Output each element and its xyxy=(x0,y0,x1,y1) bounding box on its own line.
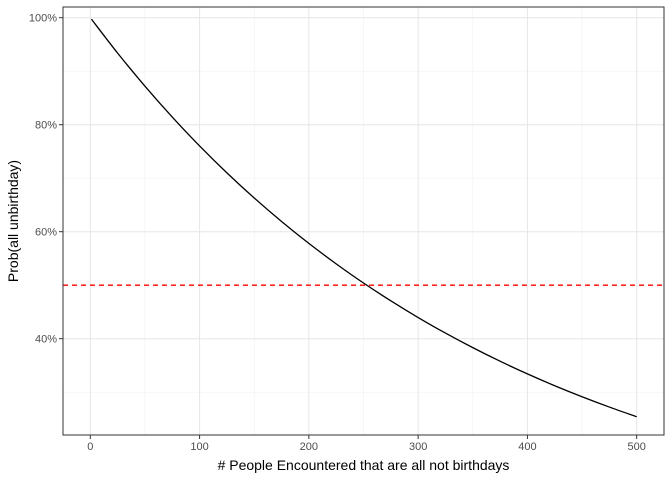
y-tick-label: 60% xyxy=(35,227,57,239)
y-tick-label: 100% xyxy=(29,13,57,25)
x-tick-label: 0 xyxy=(87,441,93,453)
x-axis: 0 100 200 300 400 500 xyxy=(87,435,646,453)
x-tick-label: 400 xyxy=(518,441,536,453)
x-tick-label: 100 xyxy=(190,441,208,453)
y-axis-title: Prob(all unbirthday) xyxy=(5,160,21,282)
x-tick-label: 200 xyxy=(300,441,318,453)
series-line-0 xyxy=(90,18,637,418)
y-tick-label: 80% xyxy=(35,120,57,132)
x-tick-label: 500 xyxy=(628,441,646,453)
x-axis-title: # People Encountered that are all not bi… xyxy=(218,457,510,473)
y-axis: 40% 60% 80% 100% xyxy=(29,13,63,346)
series-layer xyxy=(90,18,637,418)
y-tick-label: 40% xyxy=(35,334,57,346)
x-tick-label: 300 xyxy=(409,441,427,453)
major-grid xyxy=(63,7,664,435)
panel-border xyxy=(62,6,665,436)
